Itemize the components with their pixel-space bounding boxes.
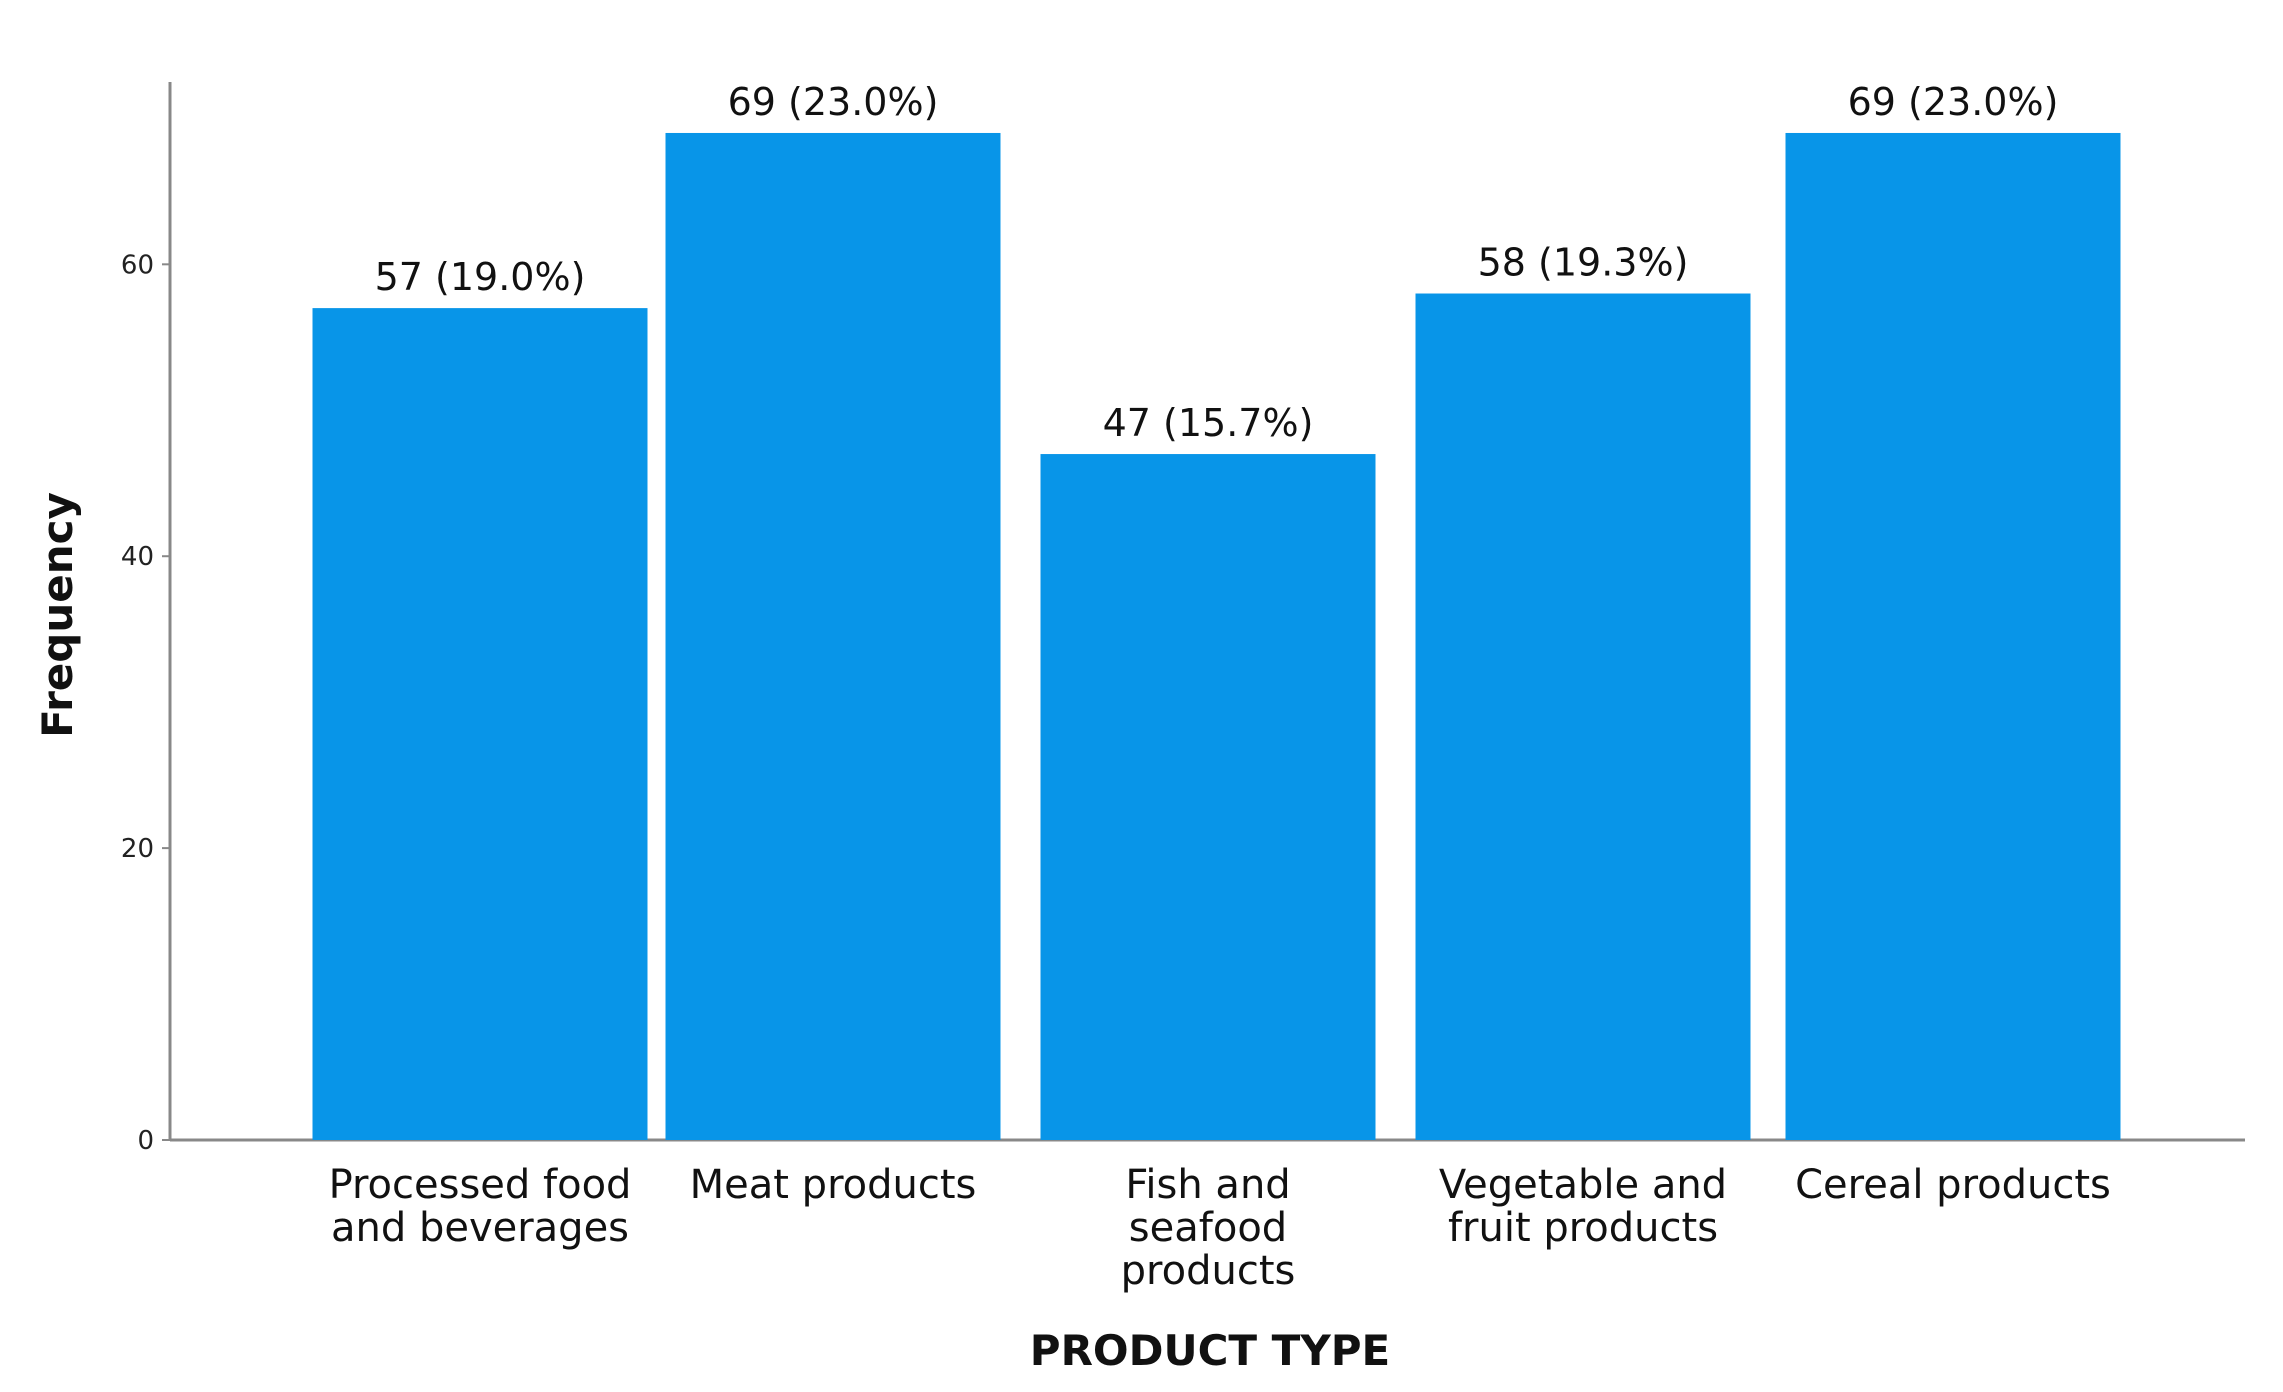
x-tick-label-line: seafood xyxy=(1129,1205,1287,1251)
x-tick-label-line: Cereal products xyxy=(1795,1162,2111,1208)
bar-value-label: 47 (15.7%) xyxy=(1103,401,1314,445)
x-tick-label: Cereal products xyxy=(1795,1162,2111,1208)
x-tick-label-line: Processed food xyxy=(329,1162,632,1208)
bar xyxy=(312,308,648,1140)
x-tick-label-line: Vegetable and xyxy=(1439,1162,1727,1208)
bar-value-label: 69 (23.0%) xyxy=(728,80,939,124)
x-tick-label-line: Meat products xyxy=(690,1162,977,1208)
y-tick-label: 40 xyxy=(121,542,154,572)
x-tick-label: Processed food and beverages xyxy=(329,1162,632,1251)
bar-value-label: 58 (19.3%) xyxy=(1478,241,1689,285)
x-tick-label-line: and beverages xyxy=(331,1205,629,1251)
labels-layer: 57 (19.0%) Processed food and beverages 69 … xyxy=(329,80,2111,1294)
x-tick-label-line: fruit products xyxy=(1448,1205,1718,1251)
bar xyxy=(665,132,1001,1141)
x-tick-label-line: Fish and xyxy=(1125,1162,1290,1208)
x-axis-title: PRODUCT TYPE xyxy=(1030,1326,1390,1375)
x-tick-label-line: products xyxy=(1121,1248,1296,1294)
bar-value-label: 57 (19.0%) xyxy=(375,255,586,299)
y-tick-label: 20 xyxy=(121,834,154,864)
bar-value-label: 69 (23.0%) xyxy=(1848,80,2059,124)
bar xyxy=(1040,454,1376,1140)
y-axis-title: Frequency xyxy=(33,492,82,738)
x-tick-label: Vegetable and fruit products xyxy=(1439,1162,1727,1251)
bars-layer xyxy=(312,132,2121,1141)
bar xyxy=(1415,293,1751,1140)
bar xyxy=(1785,132,2121,1141)
x-tick-label: Meat products xyxy=(690,1162,977,1208)
y-tick-label: 60 xyxy=(121,250,154,280)
x-tick-label: Fish and seafood products xyxy=(1121,1162,1296,1294)
y-tick-label: 0 xyxy=(137,1126,154,1156)
